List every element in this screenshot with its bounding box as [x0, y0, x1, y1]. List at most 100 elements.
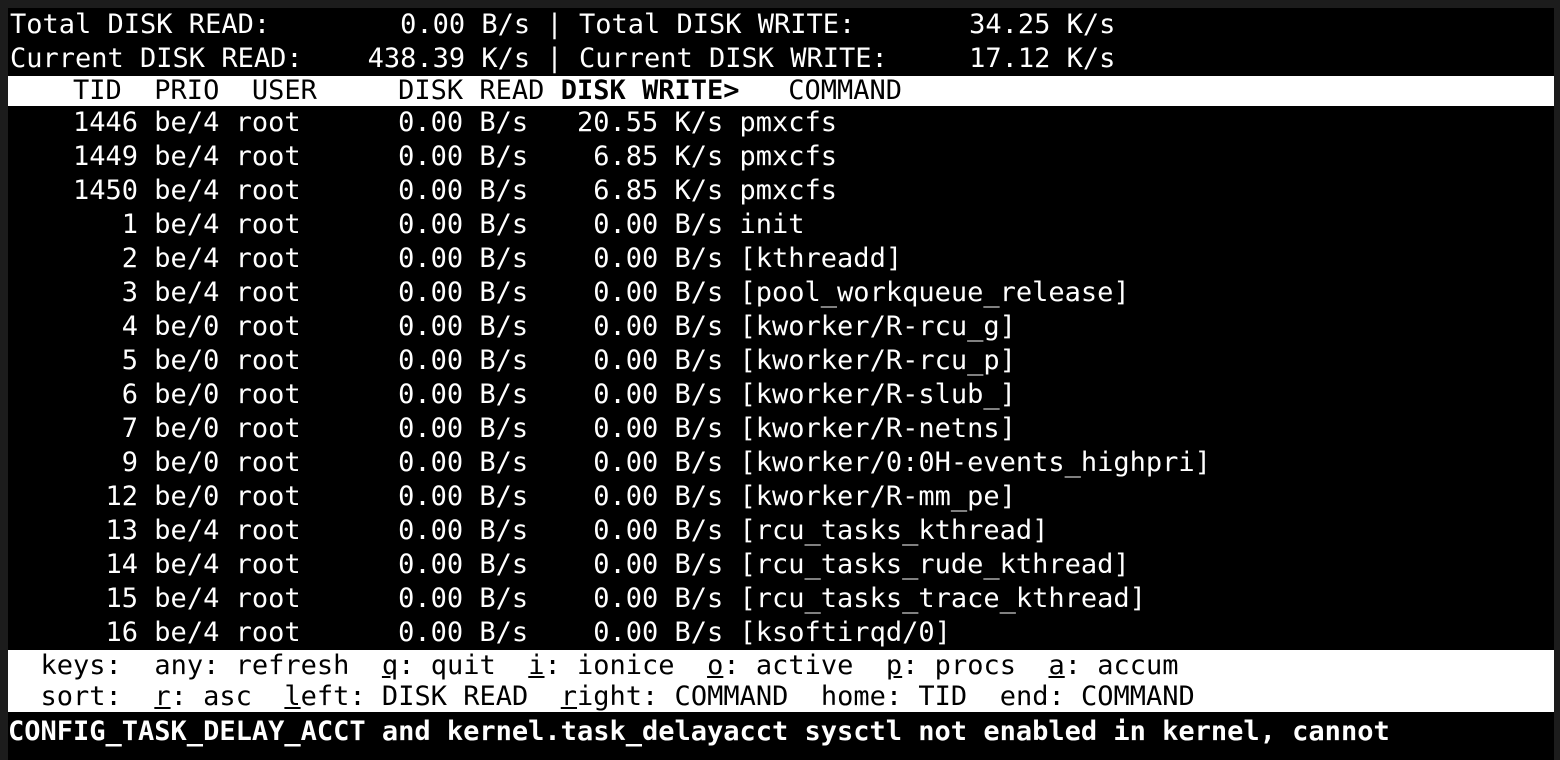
process-row[interactable]: 4 be/0 root 0.00 B/s 0.00 B/s [kworker/R… — [8, 310, 1554, 344]
process-tid: 1446 — [8, 107, 139, 138]
process-command: [kworker/R-netns] — [723, 413, 1016, 444]
process-row[interactable]: 3 be/4 root 0.00 B/s 0.00 B/s [pool_work… — [8, 276, 1554, 310]
process-user: root — [219, 481, 301, 512]
column-header-disk-write-sorted[interactable]: DISK WRITE> — [560, 75, 740, 106]
process-user: root — [219, 175, 301, 206]
process-prio: be/4 — [138, 175, 220, 206]
footer-keys-row[interactable]: keys: any: refresh q: quit i: ionice o: … — [8, 650, 1554, 681]
process-row[interactable]: 15 be/4 root 0.00 B/s 0.00 B/s [rcu_task… — [8, 582, 1554, 616]
process-row[interactable]: 1449 be/4 root 0.00 B/s 6.85 K/s pmxcfs — [8, 140, 1554, 174]
process-row[interactable]: 16 be/4 root 0.00 B/s 0.00 B/s [ksoftirq… — [8, 616, 1554, 650]
key-procs[interactable]: p: procs — [886, 650, 1016, 681]
process-tid: 13 — [8, 515, 139, 546]
key-quit[interactable]: q: quit — [382, 650, 496, 681]
process-row[interactable]: 1450 be/4 root 0.00 B/s 6.85 K/s pmxcfs — [8, 174, 1554, 208]
process-command: [rcu_tasks_rude_kthread] — [723, 549, 1130, 580]
process-row[interactable]: 2 be/4 root 0.00 B/s 0.00 B/s [kthreadd] — [8, 242, 1554, 276]
process-disk-read: 0.00 B/s — [300, 107, 529, 138]
process-tid: 15 — [8, 583, 139, 614]
sort-key-2: right — [560, 681, 643, 712]
footer-gap — [496, 650, 529, 681]
process-user: root — [219, 141, 301, 172]
process-list[interactable]: 1446 be/4 root 0.00 B/s 20.55 K/s pmxcfs… — [8, 106, 1554, 650]
process-row[interactable]: 6 be/0 root 0.00 B/s 0.00 B/s [kworker/R… — [8, 378, 1554, 412]
sort-action-2: : COMMAND — [642, 681, 789, 712]
process-user: root — [219, 277, 301, 308]
process-disk-write: 6.85 K/s — [528, 141, 724, 172]
key-refresh[interactable]: any: refresh — [154, 650, 349, 681]
process-user: root — [219, 413, 301, 444]
process-row[interactable]: 12 be/0 root 0.00 B/s 0.00 B/s [kworker/… — [8, 480, 1554, 514]
process-disk-write: 0.00 B/s — [528, 481, 724, 512]
footer-gap — [1016, 650, 1049, 681]
process-disk-write: 0.00 B/s — [528, 311, 724, 342]
process-disk-write: 0.00 B/s — [528, 345, 724, 376]
io-summary-block: Total DISK READ: 0.00 B/s | Total DISK W… — [8, 8, 1554, 76]
process-row[interactable]: 13 be/4 root 0.00 B/s 0.00 B/s [rcu_task… — [8, 514, 1554, 548]
process-tid: 14 — [8, 549, 139, 580]
process-user: root — [219, 549, 301, 580]
process-command: [ksoftirqd/0] — [723, 617, 951, 648]
key-shortcut-char: l — [284, 681, 301, 712]
key-shortcut-char: o — [707, 650, 724, 681]
key-accum[interactable]: a: accum — [1048, 650, 1178, 681]
process-disk-read: 0.00 B/s — [300, 311, 529, 342]
key-ionice[interactable]: i: ionice — [528, 650, 674, 681]
process-disk-read: 0.00 B/s — [300, 141, 529, 172]
footer-gap — [675, 650, 708, 681]
process-row[interactable]: 7 be/0 root 0.00 B/s 0.00 B/s [kworker/R… — [8, 412, 1554, 446]
sort-action-4: : COMMAND — [1048, 681, 1195, 712]
process-disk-write: 0.00 B/s — [528, 583, 724, 614]
process-user: root — [219, 617, 301, 648]
footer-gap — [252, 681, 285, 712]
process-disk-write: 0.00 B/s — [528, 515, 724, 546]
process-disk-read: 0.00 B/s — [300, 549, 529, 580]
process-disk-write: 0.00 B/s — [528, 277, 724, 308]
process-prio: be/0 — [138, 447, 220, 478]
process-row[interactable]: 5 be/0 root 0.00 B/s 0.00 B/s [kworker/R… — [8, 344, 1554, 378]
sort-key-3: home — [820, 681, 886, 712]
sort-command[interactable]: right: COMMAND — [561, 681, 789, 712]
process-command: init — [723, 209, 805, 240]
sort-disk-read[interactable]: left: DISK READ — [284, 681, 528, 712]
key-key-2: i — [528, 650, 544, 681]
process-row[interactable]: 9 be/0 root 0.00 B/s 0.00 B/s [kworker/0… — [8, 446, 1554, 480]
process-command: [kworker/0:0H-events_highpri] — [723, 447, 1211, 478]
key-key-1: q — [382, 650, 398, 681]
sort-tid[interactable]: home: TID — [821, 681, 967, 712]
sort-asc[interactable]: r: asc — [154, 681, 252, 712]
sort-key-4: end — [999, 681, 1049, 712]
key-active[interactable]: o: active — [707, 650, 853, 681]
process-prio: be/4 — [138, 583, 220, 614]
column-header-row[interactable]: TID PRIO USER DISK READ DISK WRITE> COMM… — [8, 76, 1554, 106]
key-key-5: a — [1048, 650, 1064, 681]
footer-sort-label: sort: — [8, 681, 155, 712]
column-header-left: TID PRIO USER DISK READ — [8, 75, 561, 106]
process-user: root — [219, 311, 301, 342]
sort-action-0: : asc — [170, 681, 252, 712]
process-row[interactable]: 1 be/4 root 0.00 B/s 0.00 B/s init — [8, 208, 1554, 242]
footer-sort-row[interactable]: sort: r: asc left: DISK READ right: COMM… — [8, 681, 1554, 712]
process-row[interactable]: 14 be/4 root 0.00 B/s 0.00 B/s [rcu_task… — [8, 548, 1554, 582]
process-disk-read: 0.00 B/s — [300, 175, 529, 206]
process-command: [kworker/R-rcu_g] — [723, 311, 1016, 342]
process-tid: 1450 — [8, 175, 139, 206]
process-disk-read: 0.00 B/s — [300, 209, 529, 240]
help-footer: keys: any: refresh q: quit i: ionice o: … — [8, 650, 1554, 712]
process-prio: be/0 — [138, 379, 220, 410]
process-disk-write: 0.00 B/s — [528, 379, 724, 410]
process-disk-write: 0.00 B/s — [528, 447, 724, 478]
sort-command[interactable]: end: COMMAND — [1000, 681, 1195, 712]
process-tid: 16 — [8, 617, 139, 648]
key-shortcut-char: r — [154, 681, 171, 712]
process-tid: 7 — [8, 413, 139, 444]
process-user: root — [219, 447, 301, 478]
process-prio: be/4 — [138, 277, 220, 308]
process-command: pmxcfs — [723, 107, 838, 138]
process-row[interactable]: 1446 be/4 root 0.00 B/s 20.55 K/s pmxcfs — [8, 106, 1554, 140]
process-tid: 4 — [8, 311, 139, 342]
footer-gap — [349, 650, 382, 681]
summary-total-line: Total DISK READ: 0.00 B/s | Total DISK W… — [8, 8, 1554, 42]
terminal-screen[interactable]: Total DISK READ: 0.00 B/s | Total DISK W… — [8, 8, 1554, 760]
